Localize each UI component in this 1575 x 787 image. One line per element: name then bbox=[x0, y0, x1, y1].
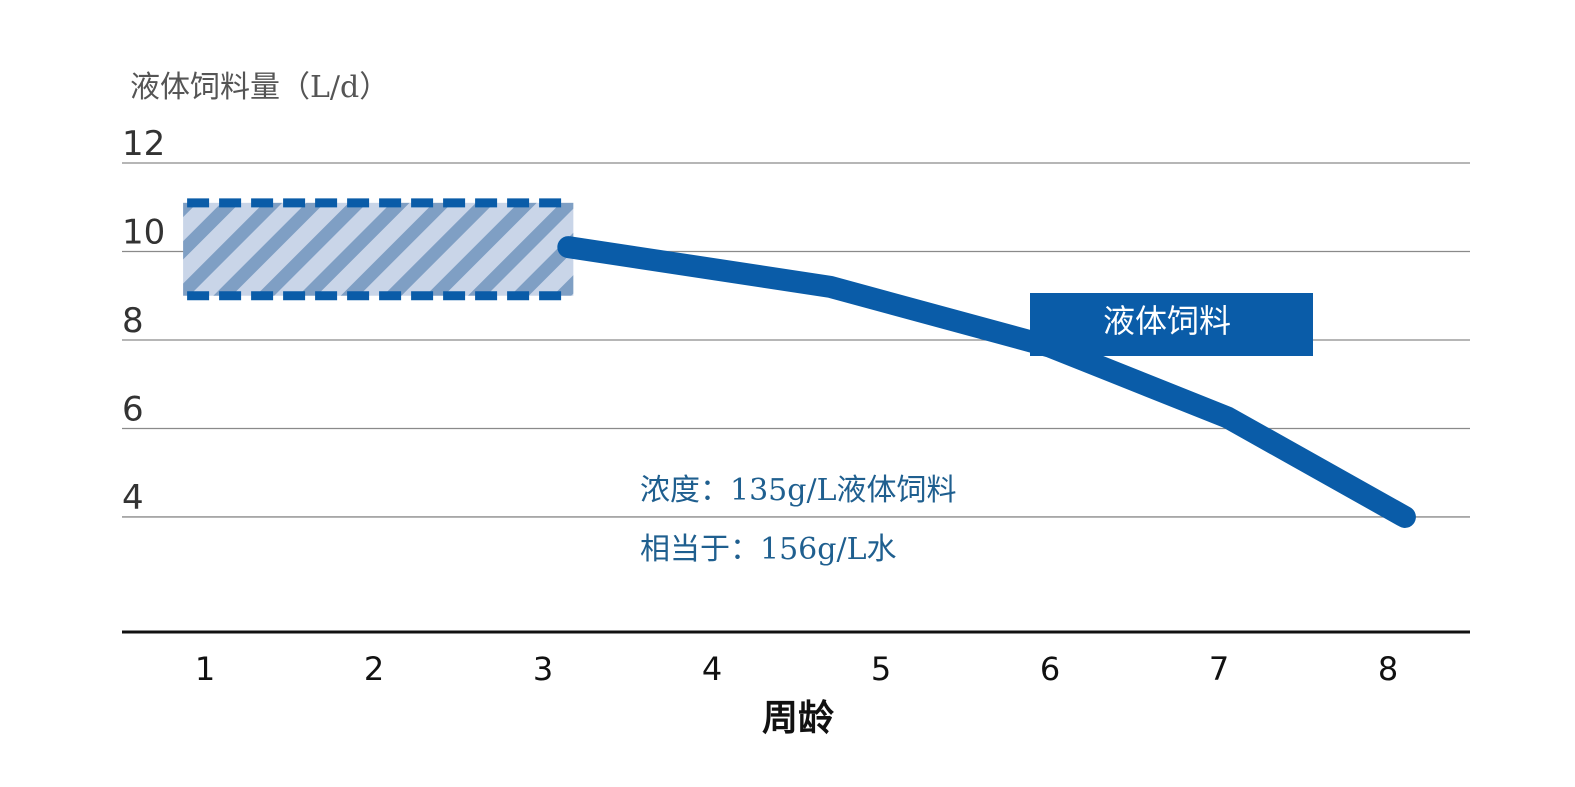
x-tick-label: 4 bbox=[702, 650, 722, 688]
x-tick-labels: 1 2 3 4 5 6 7 8 bbox=[195, 650, 1398, 688]
range-band-fill bbox=[183, 202, 574, 296]
x-tick-label: 6 bbox=[1040, 650, 1060, 688]
concentration-note: 浓度：135g/L液体饲料 bbox=[640, 473, 957, 508]
y-tick-labels: 12 10 8 6 4 bbox=[122, 124, 165, 518]
range-band bbox=[183, 198, 574, 301]
legend-label: 液体饲料 bbox=[1103, 302, 1231, 340]
x-tick-label: 8 bbox=[1378, 650, 1398, 688]
y-axis-label: 液体饲料量（L/d） bbox=[130, 70, 389, 105]
x-tick-label: 2 bbox=[364, 650, 384, 688]
x-tick-label: 1 bbox=[195, 650, 215, 688]
y-tick-label: 12 bbox=[122, 124, 165, 164]
y-tick-label: 8 bbox=[122, 301, 144, 341]
y-tick-label: 4 bbox=[122, 478, 144, 518]
water-equivalent-note: 相当于：156g/L水 bbox=[640, 532, 897, 567]
x-tick-label: 7 bbox=[1209, 650, 1229, 688]
y-tick-label: 10 bbox=[122, 212, 165, 252]
x-tick-label: 5 bbox=[871, 650, 891, 688]
legend-box bbox=[1030, 293, 1313, 356]
x-axis-label: 周龄 bbox=[762, 697, 834, 739]
legend: 液体饲料 bbox=[1030, 293, 1313, 356]
x-tick-label: 3 bbox=[533, 650, 553, 688]
y-tick-label: 6 bbox=[122, 389, 144, 429]
